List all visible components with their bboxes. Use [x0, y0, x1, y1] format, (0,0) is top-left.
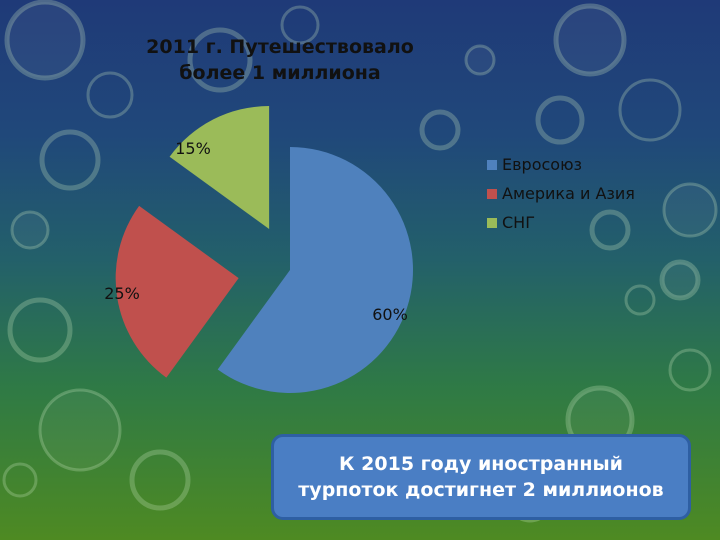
bokeh-ring — [10, 210, 50, 250]
bokeh-ring — [419, 109, 461, 151]
bokeh-ring — [86, 71, 134, 119]
bokeh-ring — [624, 284, 656, 316]
bokeh-ring — [38, 388, 122, 472]
slice-data-label: 15% — [175, 139, 211, 158]
bokeh-ring — [659, 259, 701, 301]
bokeh-ring — [7, 297, 73, 363]
legend-swatch — [487, 217, 497, 228]
bokeh-ring — [589, 209, 631, 251]
bokeh-ring — [2, 462, 38, 498]
legend-item: Америка и Азия — [487, 179, 635, 208]
chart-title: 2011 г. Путешествовало более 1 миллиона — [146, 36, 414, 84]
chart-legend: Евросоюз Америка и Азия СНГ — [487, 150, 635, 237]
legend-swatch — [487, 159, 497, 170]
callout-box: К 2015 году иностранный турпоток достигн… — [271, 434, 691, 520]
slice-data-label: 25% — [104, 284, 140, 303]
bokeh-ring — [553, 3, 627, 77]
legend-item: Евросоюз — [487, 150, 635, 179]
bokeh-ring — [662, 182, 718, 238]
callout-text: К 2015 году иностранный турпоток достигн… — [298, 453, 664, 501]
legend-label: Америка и Азия — [502, 184, 635, 203]
bokeh-ring — [129, 449, 191, 511]
legend-swatch — [487, 188, 497, 199]
bokeh-ring — [187, 27, 253, 93]
pie-slice-2 — [115, 205, 239, 378]
bokeh-ring — [618, 78, 682, 142]
legend-label: СНГ — [502, 213, 535, 232]
pie-slice-3 — [169, 106, 270, 230]
bokeh-ring — [668, 348, 712, 392]
slice-data-label: 60% — [372, 305, 408, 324]
pie-slice-1 — [217, 147, 413, 393]
legend-item: СНГ — [487, 208, 635, 237]
bokeh-ring — [464, 44, 496, 76]
bokeh-ring — [280, 5, 320, 45]
legend-label: Евросоюз — [502, 155, 583, 174]
bokeh-ring — [39, 129, 101, 191]
bokeh-ring — [535, 95, 585, 145]
bokeh-ring — [4, 0, 86, 81]
